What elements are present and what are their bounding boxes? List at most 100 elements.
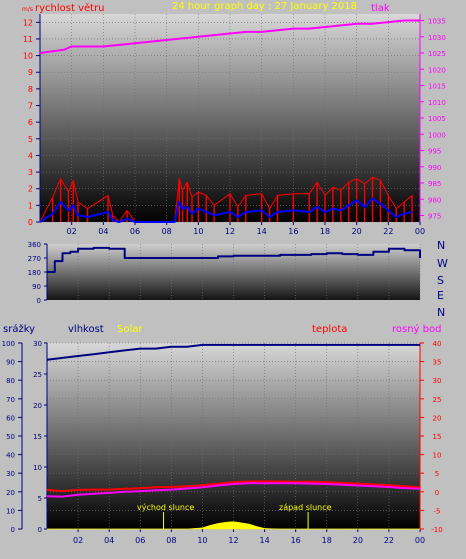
temperature-tick-label: 15 xyxy=(433,433,442,441)
temperature-tick-label: 25 xyxy=(433,396,442,404)
wind-tick-label: 11 xyxy=(23,35,33,44)
pressure-tick-label: 1020 xyxy=(428,66,446,74)
x-tick-label: 20 xyxy=(352,227,362,236)
wind-tick-label: 3 xyxy=(28,168,33,177)
x-tick-label: 08 xyxy=(162,227,172,236)
rain-tick-label: 0 xyxy=(38,526,42,534)
direction-tick-label: 180 xyxy=(28,269,41,277)
wind-tick-label: 0 xyxy=(28,218,33,227)
x-tick-label: 02 xyxy=(67,227,77,236)
compass-label: S xyxy=(437,274,444,287)
pressure-label: tlak xyxy=(371,3,390,14)
x-tick-label: 20 xyxy=(353,536,363,545)
humidity-tick-label: 50 xyxy=(6,433,15,441)
x-tick-label: 02 xyxy=(73,536,83,545)
wind-pressure-panel xyxy=(40,14,420,222)
wind-tick-label: 6 xyxy=(28,118,33,127)
x-tick-label: 12 xyxy=(228,536,238,545)
wind-tick-label: 12 xyxy=(23,18,33,27)
chart-marks: 0123456789101112975980985990995100010051… xyxy=(2,14,448,545)
direction-tick-label: 0 xyxy=(37,297,41,305)
rain-tick-label: 5 xyxy=(38,495,42,503)
x-tick-label: 14 xyxy=(257,227,267,236)
wind-tick-label: 9 xyxy=(28,68,33,77)
pressure-tick-label: 1000 xyxy=(428,131,446,139)
humidity-tick-label: 100 xyxy=(2,340,15,348)
pressure-tick-label: 980 xyxy=(428,196,441,204)
direction-tick-label: 270 xyxy=(28,255,41,263)
solar-label: Solar xyxy=(117,324,143,335)
rain-label: srážky xyxy=(3,323,35,335)
rain-tick-label: 25 xyxy=(33,371,42,379)
pressure-tick-label: 990 xyxy=(428,164,441,172)
wind-tick-label: 10 xyxy=(23,52,33,61)
pressure-tick-label: 1025 xyxy=(428,50,446,58)
x-tick-label: 22 xyxy=(383,227,393,236)
x-tick-label: 16 xyxy=(291,536,301,545)
wind-speed-line xyxy=(39,176,413,223)
wind-tick-label: 4 xyxy=(28,151,33,160)
rain-tick-label: 30 xyxy=(33,340,42,348)
wind-tick-label: 2 xyxy=(28,185,33,194)
pressure-tick-label: 1015 xyxy=(428,83,446,91)
rain-tick-label: 15 xyxy=(33,433,42,441)
x-tick-label: 14 xyxy=(259,536,269,545)
temperature-tick-label: -5 xyxy=(434,507,441,515)
direction-tick-label: 360 xyxy=(28,241,41,249)
wind-direction-line xyxy=(47,246,421,273)
humidity-tick-label: 20 xyxy=(6,489,15,497)
sunrise-label: východ slunce xyxy=(137,503,194,512)
sunset-label: západ slunce xyxy=(279,503,332,512)
compass-label: E xyxy=(437,289,444,302)
x-tick-label: 22 xyxy=(384,536,394,545)
wind-tick-label: 8 xyxy=(28,85,33,94)
x-tick-label: 04 xyxy=(104,536,114,545)
x-tick-label: 08 xyxy=(166,536,176,545)
x-tick-label: 10 xyxy=(193,227,203,236)
x-tick-label: 00 xyxy=(415,227,425,236)
humidity-tick-label: 60 xyxy=(6,414,15,422)
wind-tick-label: 1 xyxy=(28,201,33,210)
temperature-tick-label: 5 xyxy=(435,470,439,478)
humidity-tick-label: 90 xyxy=(6,359,15,367)
temperature-tick-label: 20 xyxy=(433,414,442,422)
compass-label: N xyxy=(437,239,445,252)
humidity-tick-label: 70 xyxy=(6,396,15,404)
wind-unit-label: m/s xyxy=(22,6,33,13)
temperature-tick-label: 30 xyxy=(433,377,442,385)
rain-tick-label: 20 xyxy=(33,402,42,410)
temperature-line xyxy=(46,480,421,493)
x-tick-label: 06 xyxy=(130,227,140,236)
pressure-tick-label: 1010 xyxy=(428,99,446,107)
wind-tick-label: 5 xyxy=(28,135,33,144)
pressure-tick-label: 985 xyxy=(428,180,441,188)
direction-tick-label: 90 xyxy=(32,283,41,291)
x-tick-label: 06 xyxy=(135,536,145,545)
x-tick-label: 18 xyxy=(320,227,330,236)
temperature-tick-label: 35 xyxy=(433,359,442,367)
x-tick-label: 16 xyxy=(288,227,298,236)
solar-area xyxy=(47,521,420,530)
pressure-line xyxy=(39,19,420,54)
wind-gust-line xyxy=(39,197,413,223)
dewpoint-label: rosný bod xyxy=(392,323,441,335)
pressure-tick-label: 1035 xyxy=(428,18,446,26)
humidity-label: vlhkost xyxy=(68,324,104,335)
temperature-tick-label: -10 xyxy=(431,526,442,534)
compass-label: N xyxy=(437,306,445,319)
chart-title: 24 hour graph day : 27 January 2018 xyxy=(172,1,357,12)
x-tick-label: 12 xyxy=(225,227,235,236)
wind-speed-label: rychlost větru xyxy=(35,2,105,14)
humidity-tick-label: 40 xyxy=(6,452,15,460)
pressure-tick-label: 1005 xyxy=(428,115,446,123)
humidity-tick-label: 80 xyxy=(6,377,15,385)
x-tick-label: 04 xyxy=(98,227,108,236)
humidity-tick-label: 10 xyxy=(6,507,15,515)
pressure-tick-label: 1030 xyxy=(428,34,446,42)
humidity-tick-label: 0 xyxy=(11,526,15,534)
temperature-label: teplota xyxy=(312,324,347,335)
humidity-line xyxy=(46,343,420,361)
x-tick-label: 18 xyxy=(322,536,332,545)
